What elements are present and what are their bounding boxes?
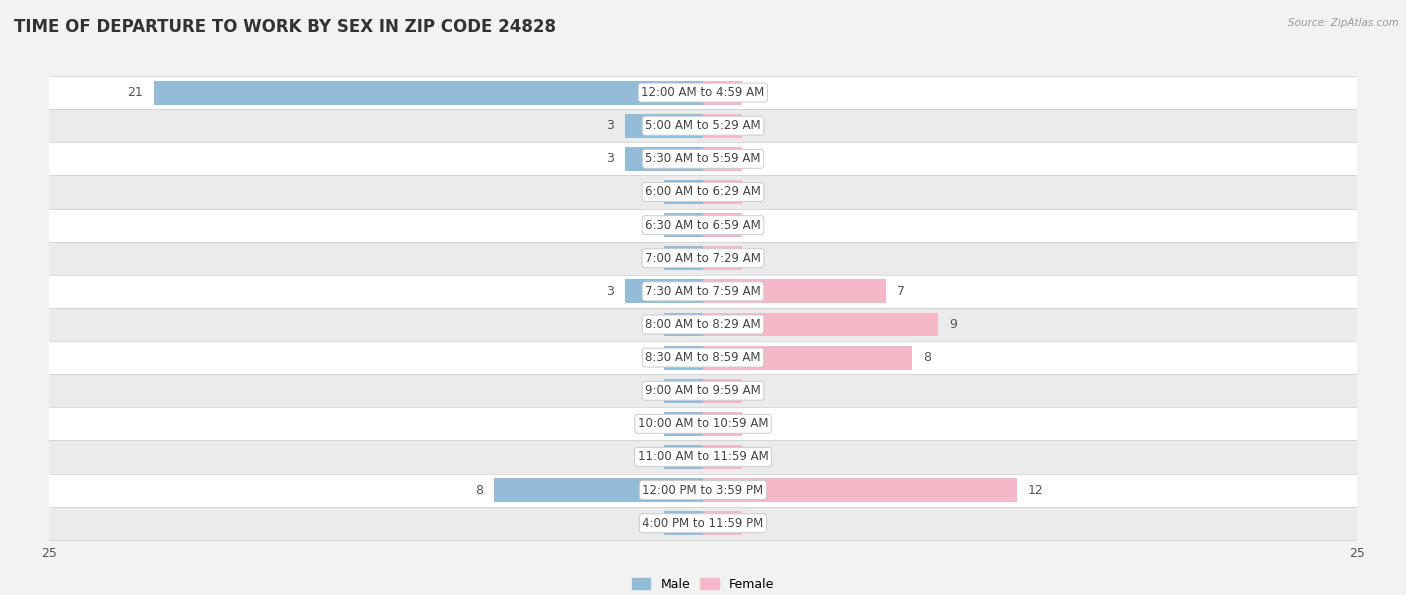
Text: 6:30 AM to 6:59 AM: 6:30 AM to 6:59 AM (645, 218, 761, 231)
Bar (703, 114, 742, 137)
Text: 0: 0 (752, 186, 761, 199)
Text: 8: 8 (475, 484, 484, 497)
Text: 12:00 PM to 3:59 PM: 12:00 PM to 3:59 PM (643, 484, 763, 497)
Bar (49, 408, 1357, 440)
Bar (49, 374, 1357, 408)
Text: 8:30 AM to 8:59 AM: 8:30 AM to 8:59 AM (645, 351, 761, 364)
Text: 3: 3 (606, 285, 614, 298)
Text: 1: 1 (645, 252, 654, 265)
Bar (624, 114, 703, 137)
Text: 7:00 AM to 7:29 AM: 7:00 AM to 7:29 AM (645, 252, 761, 265)
Text: 0: 0 (752, 119, 761, 132)
Bar (703, 280, 886, 303)
Bar (49, 275, 1357, 308)
Text: 7:30 AM to 7:59 AM: 7:30 AM to 7:59 AM (645, 285, 761, 298)
Text: 5:00 AM to 5:29 AM: 5:00 AM to 5:29 AM (645, 119, 761, 132)
Bar (664, 445, 703, 469)
Bar (703, 445, 742, 469)
Text: 6:00 AM to 6:29 AM: 6:00 AM to 6:29 AM (645, 186, 761, 199)
Legend: Male, Female: Male, Female (627, 573, 779, 595)
Text: 8: 8 (922, 351, 931, 364)
Bar (703, 379, 742, 403)
Text: Source: ZipAtlas.com: Source: ZipAtlas.com (1288, 18, 1399, 28)
Text: 0: 0 (645, 318, 654, 331)
Text: 12: 12 (1028, 484, 1043, 497)
Text: 0: 0 (645, 186, 654, 199)
Bar (49, 341, 1357, 374)
Bar (49, 142, 1357, 176)
Text: 8:00 AM to 8:29 AM: 8:00 AM to 8:29 AM (645, 318, 761, 331)
Bar (49, 109, 1357, 142)
Text: 11:00 AM to 11:59 AM: 11:00 AM to 11:59 AM (638, 450, 768, 464)
Bar (49, 76, 1357, 109)
Bar (703, 511, 742, 535)
Text: 9:00 AM to 9:59 AM: 9:00 AM to 9:59 AM (645, 384, 761, 397)
Bar (664, 180, 703, 204)
Text: 0: 0 (752, 252, 761, 265)
Bar (49, 474, 1357, 507)
Bar (703, 312, 938, 336)
Bar (703, 246, 742, 270)
Text: 10:00 AM to 10:59 AM: 10:00 AM to 10:59 AM (638, 417, 768, 430)
Bar (703, 412, 742, 436)
Text: TIME OF DEPARTURE TO WORK BY SEX IN ZIP CODE 24828: TIME OF DEPARTURE TO WORK BY SEX IN ZIP … (14, 18, 555, 36)
Bar (703, 478, 1017, 502)
Bar (624, 280, 703, 303)
Text: 0: 0 (752, 384, 761, 397)
Bar (703, 346, 912, 369)
Bar (49, 176, 1357, 208)
Text: 0: 0 (645, 516, 654, 530)
Text: 4:00 PM to 11:59 PM: 4:00 PM to 11:59 PM (643, 516, 763, 530)
Bar (664, 213, 703, 237)
Text: 7: 7 (897, 285, 904, 298)
Bar (49, 308, 1357, 341)
Text: 12:00 AM to 4:59 AM: 12:00 AM to 4:59 AM (641, 86, 765, 99)
Text: 0: 0 (752, 417, 761, 430)
Text: 21: 21 (128, 86, 143, 99)
Bar (49, 242, 1357, 275)
Bar (49, 507, 1357, 540)
Bar (703, 147, 742, 171)
Text: 0: 0 (752, 86, 761, 99)
Bar (703, 213, 742, 237)
Bar (624, 147, 703, 171)
Bar (49, 208, 1357, 242)
Bar (664, 412, 703, 436)
Bar (664, 312, 703, 336)
Text: 0: 0 (645, 351, 654, 364)
Text: 5:30 AM to 5:59 AM: 5:30 AM to 5:59 AM (645, 152, 761, 165)
Bar (664, 246, 703, 270)
Text: 0: 0 (752, 218, 761, 231)
Text: 0: 0 (645, 417, 654, 430)
Text: 3: 3 (606, 119, 614, 132)
Bar (49, 440, 1357, 474)
Bar (153, 81, 703, 105)
Text: 1: 1 (752, 516, 761, 530)
Text: 0: 0 (645, 450, 654, 464)
Bar (703, 81, 742, 105)
Bar (664, 346, 703, 369)
Text: 0: 0 (752, 450, 761, 464)
Text: 0: 0 (645, 384, 654, 397)
Text: 0: 0 (752, 152, 761, 165)
Text: 0: 0 (645, 218, 654, 231)
Text: 9: 9 (949, 318, 956, 331)
Bar (664, 511, 703, 535)
Text: 3: 3 (606, 152, 614, 165)
Bar (494, 478, 703, 502)
Bar (664, 379, 703, 403)
Bar (703, 180, 742, 204)
